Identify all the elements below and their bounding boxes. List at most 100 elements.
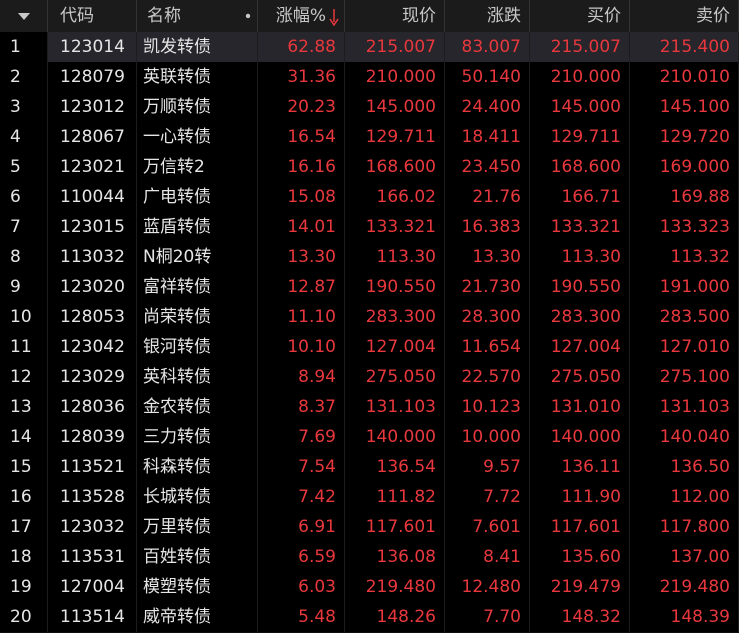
quote-value: 22.570 bbox=[445, 362, 530, 392]
quote-value: 219.480 bbox=[630, 572, 739, 602]
row-index: 4 bbox=[0, 122, 48, 152]
bond-code: 113528 bbox=[48, 482, 137, 512]
dropdown-icon bbox=[18, 13, 30, 20]
quote-value: 135.60 bbox=[530, 542, 630, 572]
bond-code: 123015 bbox=[48, 212, 137, 242]
quote-value: 13.30 bbox=[258, 242, 345, 272]
bond-code: 113521 bbox=[48, 452, 137, 482]
table-row[interactable] bbox=[0, 62, 739, 93]
quote-value: 145.000 bbox=[530, 92, 630, 122]
quote-value: 50.140 bbox=[445, 62, 530, 92]
bond-code: 113032 bbox=[48, 242, 137, 272]
quote-value: 31.36 bbox=[258, 62, 345, 92]
row-index: 3 bbox=[0, 92, 48, 122]
quote-value: 219.480 bbox=[345, 572, 445, 602]
quote-value: 140.000 bbox=[345, 422, 445, 452]
row-index: 9 bbox=[0, 272, 48, 302]
bond-code: 123042 bbox=[48, 332, 137, 362]
row-index: 8 bbox=[0, 242, 48, 272]
quote-value: 275.050 bbox=[345, 362, 445, 392]
quote-value: 137.00 bbox=[630, 542, 739, 572]
bond-name: 英联转债 bbox=[137, 62, 258, 92]
quote-value: 283.300 bbox=[530, 302, 630, 332]
quote-value: 15.08 bbox=[258, 182, 345, 212]
row-index: 16 bbox=[0, 482, 48, 512]
row-index: 11 bbox=[0, 332, 48, 362]
quote-value: 140.000 bbox=[530, 422, 630, 452]
quote-value: 11.10 bbox=[258, 302, 345, 332]
column-header[interactable]: 涨幅% bbox=[258, 0, 345, 32]
bond-name: 凯发转债 bbox=[137, 32, 258, 62]
sort-menu[interactable] bbox=[0, 0, 48, 32]
quote-value: 133.323 bbox=[630, 212, 739, 242]
column-header[interactable]: 现价 bbox=[345, 0, 445, 32]
header-label: 现价 bbox=[402, 6, 436, 26]
table-row[interactable] bbox=[0, 602, 739, 633]
quote-value: 6.59 bbox=[258, 542, 345, 572]
bond-code: 123032 bbox=[48, 512, 137, 542]
row-index: 13 bbox=[0, 392, 48, 422]
quote-value: 20.23 bbox=[258, 92, 345, 122]
row-index: 5 bbox=[0, 152, 48, 182]
quote-value: 148.26 bbox=[345, 602, 445, 632]
row-index: 17 bbox=[0, 512, 48, 542]
quote-value: 6.91 bbox=[258, 512, 345, 542]
quote-value: 117.601 bbox=[345, 512, 445, 542]
column-header[interactable]: 名称 bbox=[137, 0, 258, 32]
bond-code: 127004 bbox=[48, 572, 137, 602]
table-row[interactable] bbox=[0, 122, 739, 153]
quote-value: 215.007 bbox=[345, 32, 445, 62]
table-row[interactable] bbox=[0, 542, 739, 573]
bond-code: 128053 bbox=[48, 302, 137, 332]
table-row[interactable] bbox=[0, 92, 739, 123]
quote-value: 117.800 bbox=[630, 512, 739, 542]
quote-value: 13.30 bbox=[445, 242, 530, 272]
table-row[interactable] bbox=[0, 302, 739, 333]
quote-value: 11.654 bbox=[445, 332, 530, 362]
quote-value: 168.600 bbox=[345, 152, 445, 182]
bond-name: 广电转债 bbox=[137, 182, 258, 212]
quote-value: 127.010 bbox=[630, 332, 739, 362]
table-row[interactable] bbox=[0, 182, 739, 213]
row-index: 20 bbox=[0, 602, 48, 632]
bond-name: 银河转债 bbox=[137, 332, 258, 362]
row-index: 6 bbox=[0, 182, 48, 212]
column-header[interactable]: 卖价 bbox=[630, 0, 739, 32]
quote-value: 21.730 bbox=[445, 272, 530, 302]
row-index: 18 bbox=[0, 542, 48, 572]
column-header[interactable]: 涨跌 bbox=[445, 0, 530, 32]
quote-value: 145.100 bbox=[630, 92, 739, 122]
quote-value: 283.300 bbox=[345, 302, 445, 332]
row-index: 2 bbox=[0, 62, 48, 92]
quote-value: 169.000 bbox=[630, 152, 739, 182]
header-label: 名称 bbox=[147, 6, 181, 26]
bond-name: 富祥转债 bbox=[137, 272, 258, 302]
quote-value: 8.37 bbox=[258, 392, 345, 422]
bond-name: 模塑转债 bbox=[137, 572, 258, 602]
quote-value: 145.000 bbox=[345, 92, 445, 122]
bond-name: 长城转债 bbox=[137, 482, 258, 512]
bond-name: 一心转债 bbox=[137, 122, 258, 152]
quote-value: 168.600 bbox=[530, 152, 630, 182]
row-index: 1 bbox=[0, 32, 48, 62]
bond-name: N桐20转 bbox=[137, 242, 258, 272]
quote-value: 24.400 bbox=[445, 92, 530, 122]
header-label: 涨跌 bbox=[487, 6, 521, 26]
quote-value: 190.550 bbox=[530, 272, 630, 302]
column-header[interactable]: 买价 bbox=[530, 0, 630, 32]
quote-value: 136.50 bbox=[630, 452, 739, 482]
quote-value: 133.321 bbox=[530, 212, 630, 242]
bond-code: 113514 bbox=[48, 602, 137, 632]
bond-name: 科森转债 bbox=[137, 452, 258, 482]
table-row[interactable] bbox=[0, 452, 739, 483]
quote-value: 127.004 bbox=[530, 332, 630, 362]
quote-value: 6.03 bbox=[258, 572, 345, 602]
header-label: 代码 bbox=[60, 6, 94, 26]
quote-value: 191.000 bbox=[630, 272, 739, 302]
quote-value: 275.100 bbox=[630, 362, 739, 392]
table-row[interactable] bbox=[0, 242, 739, 273]
bond-code: 128039 bbox=[48, 422, 137, 452]
table-row[interactable] bbox=[0, 392, 739, 423]
column-header[interactable]: 代码 bbox=[48, 0, 137, 32]
quote-value: 210.010 bbox=[630, 62, 739, 92]
